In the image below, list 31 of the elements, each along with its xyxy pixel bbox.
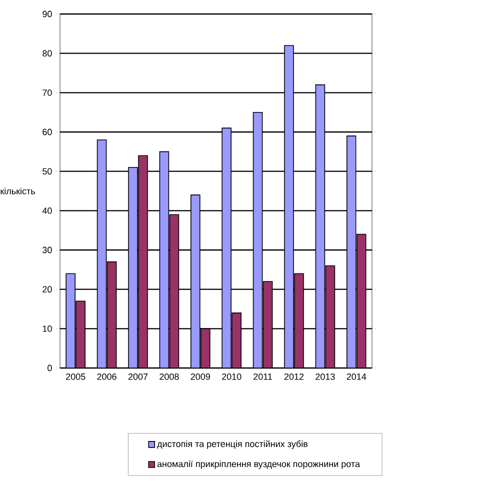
x-tick-label: 2005 <box>66 373 86 380</box>
bar <box>159 151 170 368</box>
y-tick-label: 0 <box>48 364 52 372</box>
y-tick-label: 30 <box>42 246 52 254</box>
legend-label: аномалії прикріплення вуздечок порожнини рота <box>157 460 360 469</box>
bar <box>315 84 326 368</box>
y-tick-label: 70 <box>42 89 52 96</box>
x-tick-label: 2013 <box>316 373 335 380</box>
x-tick-label: 2014 <box>346 373 366 380</box>
bar <box>106 261 117 368</box>
y-tick-label: 40 <box>42 207 52 214</box>
y-tick-label: 10 <box>42 325 52 332</box>
bar <box>325 265 336 368</box>
bar <box>169 214 180 368</box>
x-tick-label: 2012 <box>284 373 304 380</box>
x-tick-label: 2009 <box>190 373 210 380</box>
bar <box>96 139 107 368</box>
x-tick-label: 2007 <box>128 373 148 380</box>
y-tick-label: 50 <box>42 168 52 175</box>
bar <box>252 112 263 368</box>
x-tick-label: 2008 <box>160 373 179 380</box>
x-tick-label: 2006 <box>97 373 116 380</box>
bar <box>262 281 273 368</box>
y-tick-label: 90 <box>42 10 52 18</box>
y-tick-label: 80 <box>42 50 52 57</box>
y-tick-label: 60 <box>42 128 52 136</box>
x-tick-label: 2010 <box>222 373 242 380</box>
x-tick-label: 2011 <box>254 373 272 380</box>
y-axis-title: кількість <box>0 188 35 194</box>
y-tick-label: 20 <box>42 286 52 293</box>
legend-label: дистопія та ретенція постійних зубів <box>157 440 308 449</box>
